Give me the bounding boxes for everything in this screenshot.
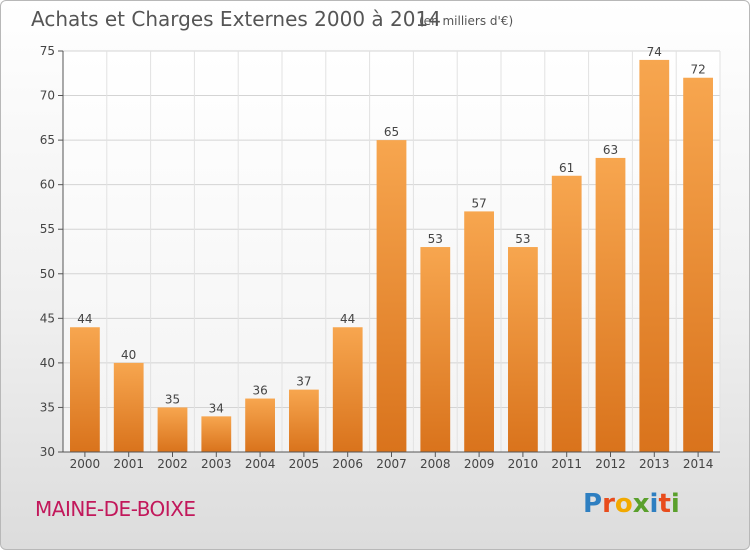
y-tick-label: 50 <box>40 267 55 281</box>
y-tick-label: 75 <box>40 44 55 58</box>
bar-2005 <box>289 389 319 452</box>
y-tick-label: 60 <box>40 178 55 192</box>
chart-subtitle: (en milliers d'€) <box>419 14 514 28</box>
x-tick-label-2007: 2007 <box>376 457 407 471</box>
data-label-2011: 61 <box>559 161 574 175</box>
data-label-2010: 53 <box>515 232 530 246</box>
x-tick-label-2009: 2009 <box>464 457 495 471</box>
logo-letter: r <box>602 489 615 519</box>
commune-name: MAINE-DE-BOIXE <box>35 497 196 521</box>
x-tick-label-2004: 2004 <box>245 457 276 471</box>
data-label-2007: 65 <box>384 125 399 139</box>
x-tick-label-2010: 2010 <box>508 457 539 471</box>
x-tick-label-2003: 2003 <box>201 457 232 471</box>
data-label-2012: 63 <box>603 143 618 157</box>
data-label-2002: 35 <box>165 392 180 406</box>
logo-letter: t <box>658 489 671 519</box>
bar-2003 <box>201 416 232 452</box>
x-tick-label-2005: 2005 <box>289 457 320 471</box>
x-tick-label-2006: 2006 <box>332 457 363 471</box>
chart-title: Achats et Charges Externes 2000 à 2014 <box>31 7 441 31</box>
data-label-2001: 40 <box>121 348 136 362</box>
x-tick-label-2011: 2011 <box>551 457 582 471</box>
y-tick-label: 45 <box>40 311 55 325</box>
logo-letter: i <box>670 489 680 519</box>
data-label-2008: 53 <box>428 232 443 246</box>
y-tick-label: 35 <box>40 400 55 414</box>
bar-2004 <box>245 398 275 452</box>
x-tick-label-2014: 2014 <box>683 457 714 471</box>
data-label-2014: 72 <box>690 63 705 77</box>
bar-2011 <box>551 175 582 452</box>
bar-2007 <box>376 140 407 452</box>
bar-2008 <box>420 247 451 452</box>
y-tick-label: 70 <box>40 89 55 103</box>
bar-2001 <box>113 362 144 452</box>
bar-2002 <box>157 407 188 452</box>
bar-2013 <box>639 59 670 453</box>
y-tick-label: 65 <box>40 133 55 147</box>
bar-2010 <box>508 247 538 452</box>
bar-2006 <box>332 327 363 452</box>
data-label-2013: 74 <box>647 45 662 59</box>
x-tick-label-2013: 2013 <box>639 457 670 471</box>
y-tick-label: 40 <box>40 356 55 370</box>
x-tick-label-2008: 2008 <box>420 457 451 471</box>
proxiti-logo: Proxiti <box>583 489 680 519</box>
bar-2000 <box>70 327 100 452</box>
logo-letter: P <box>583 489 603 519</box>
bar-2012 <box>595 157 626 452</box>
data-label-2005: 37 <box>296 375 311 389</box>
y-tick-label: 55 <box>40 222 55 236</box>
logo-letter: x <box>632 489 650 519</box>
data-label-2003: 34 <box>209 401 224 415</box>
data-label-2009: 57 <box>471 196 486 210</box>
logo-letter: o <box>614 489 633 519</box>
logo-letter: i <box>649 489 659 519</box>
data-label-2000: 44 <box>77 312 92 326</box>
y-tick-label: 30 <box>40 445 55 459</box>
data-label-2004: 36 <box>252 384 267 398</box>
data-label-2006: 44 <box>340 312 355 326</box>
bar-2014 <box>683 77 713 452</box>
x-tick-label-2001: 2001 <box>113 457 144 471</box>
x-tick-label-2012: 2012 <box>595 457 626 471</box>
bar-2009 <box>464 211 494 452</box>
x-tick-label-2000: 2000 <box>70 457 101 471</box>
x-tick-label-2002: 2002 <box>157 457 188 471</box>
